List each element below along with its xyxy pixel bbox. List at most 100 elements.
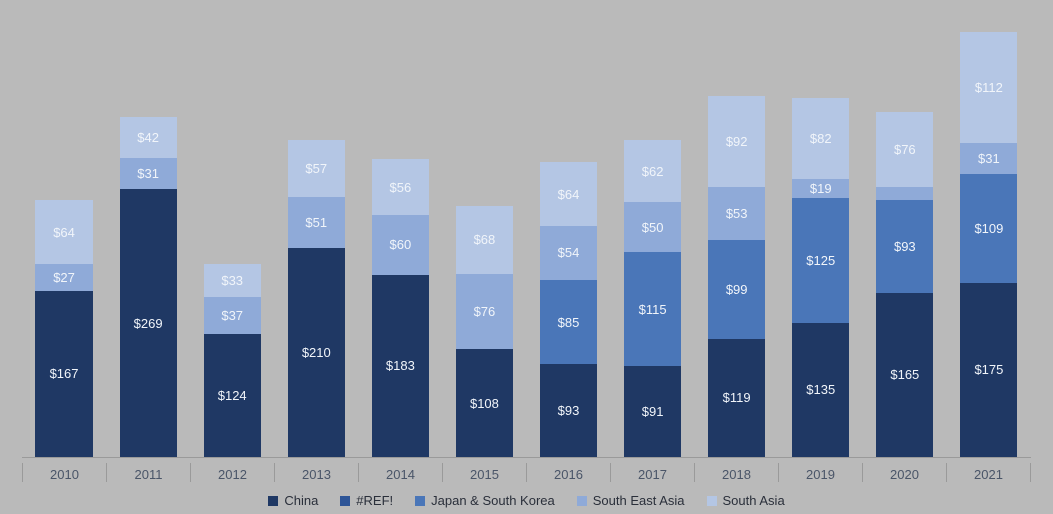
- bar-slot: $135 $125 $19 $82: [779, 10, 863, 457]
- bar: $124 $37 $33: [204, 264, 261, 457]
- bar-segment-sea: $37: [204, 297, 261, 334]
- bar-value-label: $57: [305, 161, 327, 176]
- bar-slot: $167$27$64: [22, 10, 106, 457]
- bar-value-label: $112: [975, 80, 1003, 95]
- bar: $135 $125 $19 $82: [792, 98, 849, 457]
- bar-segment-sea: $31: [120, 158, 177, 189]
- bar-value-label: $62: [642, 164, 664, 179]
- bar-slot: $119 $99 $53 $92: [695, 10, 779, 457]
- bar-value-label: $64: [53, 225, 75, 240]
- bar: $175 $109 $31 $112: [960, 32, 1017, 457]
- bar-value-label: $175: [974, 362, 1003, 377]
- bar-value-label: $108: [470, 396, 499, 411]
- bar-value-label: $210: [302, 345, 331, 360]
- bar: $93$85$54$64: [540, 162, 597, 457]
- bar-slot: $269$31 $42: [106, 10, 190, 457]
- bar-slot: $93$85$54$64: [526, 10, 610, 457]
- bar-value-label: $37: [221, 308, 243, 323]
- bar-value-label: $183: [386, 358, 415, 373]
- bar-value-label: $99: [726, 282, 748, 297]
- bar-value-label: $56: [390, 180, 412, 195]
- bar-value-label: $91: [642, 404, 664, 419]
- bar-segment-sa: $56: [372, 159, 429, 215]
- bar-value-label: $31: [978, 151, 1000, 166]
- bar-segment-sa: $42: [120, 117, 177, 159]
- bar-value-label: $124: [218, 388, 247, 403]
- bar-value-label: $53: [726, 206, 748, 221]
- bar-segment-china: $269: [120, 189, 177, 457]
- stacked-bar-chart: $167$27$64$269$31$42$124$37$33$210$51$57…: [0, 0, 1053, 514]
- bar-segment-sa: $64: [35, 200, 92, 264]
- bar-value-label: $51: [305, 215, 327, 230]
- bar-segment-sa: $82: [792, 98, 849, 180]
- bar-value-label: $76: [894, 142, 916, 157]
- bar-slot: $108 $76 $68: [442, 10, 526, 457]
- bar-segment-jpkr: $85: [540, 280, 597, 365]
- bar-slot: $165$93$13$76: [863, 10, 947, 457]
- x-axis-label: 2015: [442, 463, 526, 482]
- bar-segment-sa: $62: [624, 140, 681, 202]
- legend-label: #REF!: [356, 493, 393, 508]
- bar-segment-sa: $33: [204, 264, 261, 297]
- bar-segment-sea: $19: [792, 179, 849, 198]
- x-axis-label: 2016: [526, 463, 610, 482]
- bar-slot: $91 $115 $50 $62: [611, 10, 695, 457]
- bar-value-label: $68: [474, 232, 496, 247]
- bar-segment-sa: $112: [960, 32, 1017, 144]
- bar-segment-sa: $92: [708, 96, 765, 188]
- bar-segment-china: $124: [204, 334, 261, 457]
- x-axis: 2010201120122013201420152016201720182019…: [22, 463, 1031, 482]
- bar-value-label: $119: [723, 390, 751, 405]
- bar-segment-sea: $31: [960, 143, 1017, 174]
- bar-segment-sa: $76: [876, 112, 933, 188]
- bar-value-label: $50: [642, 220, 664, 235]
- x-axis-label: 2017: [610, 463, 694, 482]
- bar: $119 $99 $53 $92: [708, 96, 765, 457]
- bar-segment-sea: $53: [708, 187, 765, 240]
- bar-segment-china: $183: [372, 275, 429, 457]
- legend-label: South East Asia: [593, 493, 685, 508]
- x-axis-label: 2012: [190, 463, 274, 482]
- legend-label: Japan & South Korea: [431, 493, 555, 508]
- legend-swatch: [577, 496, 587, 506]
- bar-value-label: $60: [390, 237, 412, 252]
- bar-segment-jpkr: $109: [960, 174, 1017, 283]
- legend: China #REF! Japan & South Korea South East …: [0, 493, 1053, 508]
- bar-value-label: $82: [810, 131, 832, 146]
- bar-segment-sa: $57: [288, 140, 345, 197]
- bar-segment-jpkr: $125: [792, 198, 849, 322]
- legend-item-china: China: [268, 493, 318, 508]
- legend-swatch: [268, 496, 278, 506]
- x-axis-label: 2018: [694, 463, 778, 482]
- legend-item-jpkr: Japan & South Korea: [415, 493, 555, 508]
- bar-value-label: $42: [137, 130, 159, 145]
- bar-segment-china: $165: [876, 293, 933, 457]
- x-axis-label: 2010: [22, 463, 106, 482]
- bar-segment-china: $108: [456, 349, 513, 457]
- bar-value-label: $54: [558, 245, 580, 260]
- legend-label: South Asia: [723, 493, 785, 508]
- bar-value-label: $85: [558, 315, 580, 330]
- bar-value-label: $92: [726, 134, 748, 149]
- bar-slot: $175 $109 $31 $112: [947, 10, 1031, 457]
- bar-segment-sa: $68: [456, 206, 513, 274]
- bar-value-label: $165: [890, 367, 919, 382]
- bar-value-label: $125: [806, 253, 835, 268]
- bar-segment-sea: $27: [35, 264, 92, 291]
- x-axis-label: 2014: [358, 463, 442, 482]
- legend-label: China: [284, 493, 318, 508]
- bar-value-label: $64: [558, 187, 580, 202]
- x-axis-label: 2013: [274, 463, 358, 482]
- x-axis-label: 2020: [862, 463, 946, 482]
- bar-value-label: $135: [806, 382, 835, 397]
- legend-item-sa: South Asia: [707, 493, 785, 508]
- x-axis-label: 2019: [778, 463, 862, 482]
- x-axis-label: 2021: [946, 463, 1031, 482]
- bar: $210 $51 $57: [288, 140, 345, 457]
- bar-segment-jpkr: $115: [624, 252, 681, 366]
- plot-area: $167$27$64$269$31$42$124$37$33$210$51$57…: [22, 10, 1031, 458]
- bar-segment-jpkr: $93: [876, 200, 933, 293]
- bar-value-label: $76: [474, 304, 496, 319]
- bar-segment-china: $210: [288, 248, 345, 457]
- bar-segment-sea: $54: [540, 226, 597, 280]
